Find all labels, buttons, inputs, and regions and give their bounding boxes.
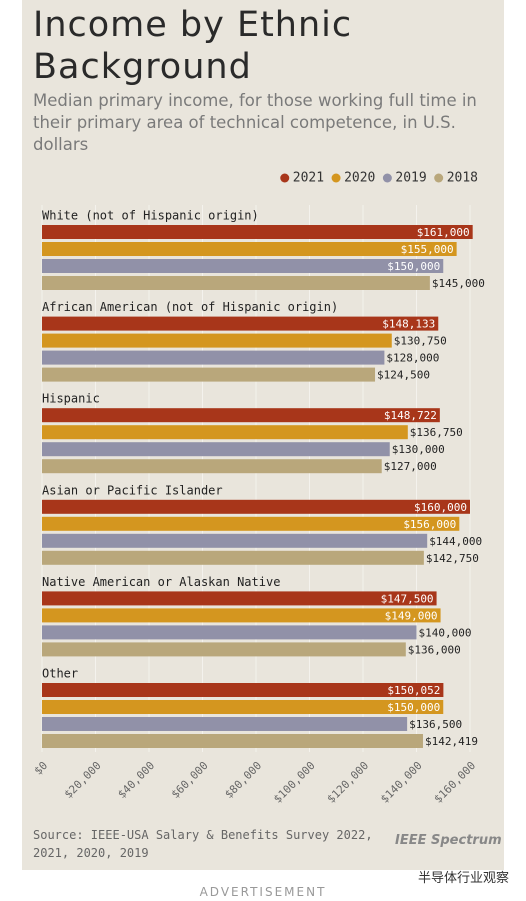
value-label: $147,500 — [381, 592, 434, 605]
legend-label: 2021 — [293, 171, 324, 186]
x-tick-label: $140,000 — [378, 759, 425, 806]
x-tick-label: $40,000 — [115, 759, 157, 801]
bar — [42, 700, 444, 714]
value-label: $161,000 — [417, 226, 470, 239]
value-label: $156,000 — [403, 518, 456, 531]
x-tick-label: $0 — [32, 759, 51, 778]
bar — [42, 350, 385, 365]
legend-swatch — [331, 173, 341, 183]
value-label: $150,000 — [387, 260, 440, 273]
advertisement: ADVERTISEMENT — [199, 885, 327, 899]
bar — [42, 225, 473, 239]
category-label: White (not of Hispanic origin) — [42, 209, 259, 223]
x-tick-label: $120,000 — [325, 759, 372, 806]
bar — [42, 367, 376, 382]
value-label: $144,000 — [429, 535, 482, 548]
bar — [42, 425, 408, 440]
value-label: $149,000 — [385, 609, 438, 622]
x-tick-label: $160,000 — [432, 759, 479, 806]
bar — [42, 276, 430, 290]
bar — [42, 683, 444, 697]
bar — [42, 734, 423, 748]
bar — [42, 259, 444, 273]
value-label: $160,000 — [414, 501, 467, 514]
bar — [42, 642, 406, 657]
bar — [42, 459, 382, 474]
bar — [42, 242, 457, 256]
value-label: $127,000 — [384, 460, 437, 473]
brand: IEEE Spectrum — [395, 833, 502, 848]
value-label: $136,750 — [410, 426, 463, 439]
bar — [42, 316, 439, 331]
value-label: $136,000 — [408, 643, 461, 656]
value-label: $140,000 — [419, 626, 472, 639]
bar — [42, 717, 408, 731]
category-label: Other — [42, 667, 78, 681]
chart-title: Income by Ethnic Background — [33, 5, 353, 87]
x-tick-label: $20,000 — [62, 759, 104, 801]
value-label: $130,750 — [394, 335, 447, 348]
bar — [42, 608, 441, 623]
bar — [42, 550, 424, 565]
bar — [42, 499, 470, 514]
category-label: Hispanic — [42, 392, 100, 406]
bar — [42, 442, 390, 457]
bar — [42, 333, 392, 348]
value-label: $136,500 — [409, 718, 462, 731]
category-label: Native American or Alaskan Native — [42, 575, 280, 589]
value-label: $148,722 — [384, 409, 437, 422]
legend-label: 2019 — [395, 171, 426, 186]
value-label: $145,000 — [432, 277, 485, 290]
x-tick-label: $80,000 — [222, 759, 264, 801]
category-label: Asian or Pacific Islander — [42, 483, 223, 497]
value-label: $142,750 — [426, 552, 479, 565]
x-tick-label: $100,000 — [271, 759, 318, 806]
value-label: $155,000 — [401, 243, 454, 256]
bar — [42, 408, 440, 423]
chart-subtitle: Median primary income, for those working… — [33, 91, 477, 154]
bar — [42, 625, 417, 640]
value-label: $130,000 — [392, 443, 445, 456]
category-label: African American (not of Hispanic origin… — [42, 300, 338, 314]
value-label: $150,000 — [387, 701, 440, 714]
legend-swatch — [434, 173, 444, 183]
value-label: $148,133 — [382, 318, 435, 331]
value-label: $142,419 — [425, 735, 478, 748]
bar — [42, 533, 428, 548]
legend-label: 2020 — [344, 171, 375, 186]
value-label: $128,000 — [386, 352, 439, 365]
bar — [42, 516, 460, 531]
watermark: 半导体行业观察 — [418, 871, 510, 886]
source: Source: IEEE-USA Salary & Benefits Surve… — [33, 828, 373, 860]
legend-swatch — [382, 173, 392, 183]
legend-swatch — [280, 173, 290, 183]
x-tick-label: $60,000 — [169, 759, 211, 801]
value-label: $124,500 — [377, 369, 430, 382]
legend-label: 2018 — [447, 171, 478, 186]
bar — [42, 591, 437, 606]
value-label: $150,052 — [387, 684, 440, 697]
